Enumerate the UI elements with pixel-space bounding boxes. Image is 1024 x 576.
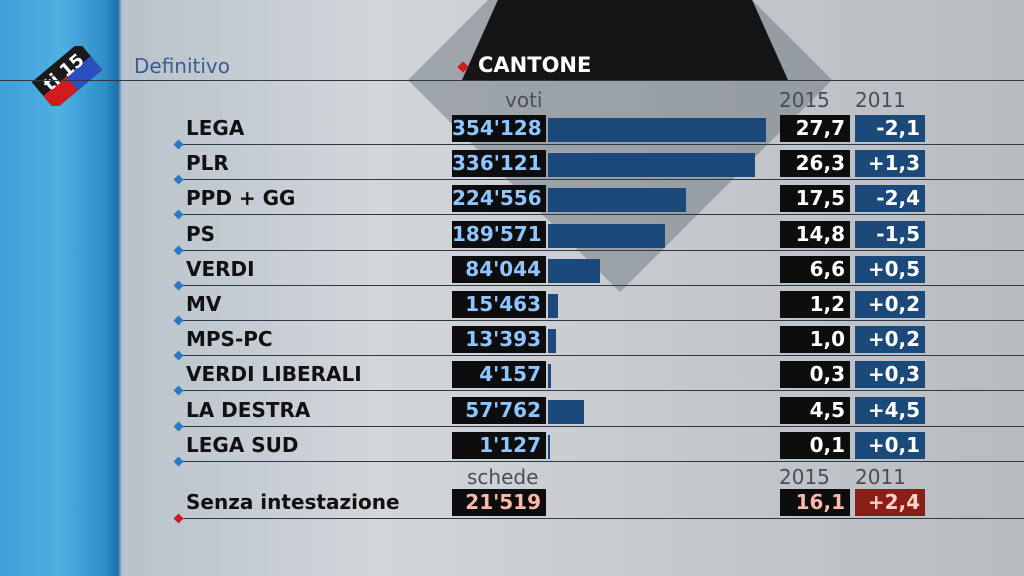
row-divider (176, 214, 1024, 216)
row-marker-icon (173, 513, 184, 524)
row-votes: 1'127 (452, 431, 546, 459)
row-votes: 336'121 (452, 150, 546, 178)
row-name: PS (186, 221, 216, 246)
table-row: PPD + GG 224'556 17,5 -2,4 (0, 182, 1024, 220)
row-divider (176, 144, 1024, 145)
table-row: PLR 336'121 26,3 +1,3 (0, 147, 1024, 185)
row-pct: 6,6 (780, 255, 850, 283)
row-divider (176, 355, 1024, 357)
row-diff: +0,2 (855, 291, 925, 318)
row-votes: 15'463 (452, 291, 546, 318)
row-diff: +0,5 (855, 255, 925, 283)
row-pct: 16,1 (780, 489, 850, 516)
status-label: Definitivo (134, 54, 231, 78)
row-diff: +0,3 (855, 361, 925, 389)
row-divider (176, 284, 1024, 286)
row-pct: 1,2 (780, 291, 850, 318)
vote-bar (548, 118, 766, 142)
table-row: MPS-PC 13'393 1,0 +0,2 (0, 323, 1024, 361)
row-name: MPS-PC (186, 327, 273, 352)
vote-bar (548, 153, 755, 178)
row-votes: 189'571 (452, 220, 546, 248)
vote-bar (548, 364, 551, 389)
header-divider (0, 80, 1024, 81)
row-name: LA DESTRA (186, 397, 311, 422)
row-name: PLR (186, 151, 229, 176)
row-votes: 4'157 (452, 361, 546, 389)
row-votes: 57'762 (452, 396, 546, 424)
vote-bar (548, 399, 584, 424)
row-pct: 0,3 (780, 361, 850, 389)
votes-column-header: voti (505, 88, 543, 112)
ti-logo-icon: ti 15 (31, 46, 103, 106)
title-banner (462, 0, 788, 80)
table-row-blank: Senza intestazione 21'519 16,1 +2,4 (0, 486, 1024, 524)
row-divider (176, 460, 1024, 462)
row-votes: 13'393 (452, 326, 546, 354)
row-name: MV (186, 292, 222, 316)
row-diff: +4,5 (855, 396, 925, 424)
row-diff: +0,2 (855, 326, 925, 354)
row-divider (176, 425, 1024, 427)
table-row: LEGA SUD 1'127 0,1 +0,1 (0, 429, 1024, 467)
page-title: CANTONE (478, 53, 592, 77)
row-votes: 224'556 (452, 185, 546, 213)
vote-bar (548, 223, 665, 248)
row-name: VERDI LIBERALI (186, 362, 362, 387)
row-divider (176, 179, 1024, 181)
row-votes: 354'128 (452, 115, 546, 142)
row-pct: 1,0 (780, 326, 850, 354)
row-pct: 17,5 (780, 185, 850, 213)
row-votes: 84'044 (452, 255, 546, 283)
row-diff: +2,4 (855, 489, 925, 516)
year-2011-header: 2011 (855, 88, 906, 112)
vote-bar (548, 258, 600, 283)
year-2015-header-2: 2015 (779, 465, 830, 489)
year-2015-header: 2015 (779, 88, 830, 112)
row-name: VERDI (186, 256, 255, 281)
row-pct: 4,5 (780, 396, 850, 424)
row-name: LEGA SUD (186, 432, 299, 457)
row-pct: 0,1 (780, 431, 850, 459)
row-divider (176, 390, 1024, 392)
row-votes: 21'519 (452, 489, 546, 516)
row-divider (176, 249, 1024, 251)
row-marker-icon (173, 456, 184, 467)
row-diff: -2,4 (855, 185, 925, 213)
row-name: LEGA (186, 116, 245, 140)
vote-bar (548, 434, 550, 459)
row-pct: 14,8 (780, 220, 850, 248)
table-row: VERDI LIBERALI 4'157 0,3 +0,3 (0, 358, 1024, 396)
ballots-column-header: schede (467, 465, 539, 489)
table-row: PS 189'571 14,8 -1,5 (0, 218, 1024, 256)
vote-bar (548, 188, 686, 213)
row-pct: 26,3 (780, 150, 850, 178)
table-row: MV 15'463 1,2 +0,2 (0, 288, 1024, 326)
row-name: PPD + GG (186, 186, 296, 211)
row-divider (176, 518, 1024, 519)
vote-bar (548, 294, 558, 318)
table-row: LEGA 354'128 27,7 -2,1 (0, 112, 1024, 150)
row-pct: 27,7 (780, 115, 850, 142)
row-diff: -1,5 (855, 220, 925, 248)
row-diff: +0,1 (855, 431, 925, 459)
table-row: VERDI 84'044 6,6 +0,5 (0, 253, 1024, 291)
row-name: Senza intestazione (186, 490, 400, 514)
row-diff: -2,1 (855, 115, 925, 142)
row-diff: +1,3 (855, 150, 925, 178)
year-2011-header-2: 2011 (855, 465, 906, 489)
vote-bar (548, 329, 556, 354)
row-divider (176, 320, 1024, 321)
table-row: LA DESTRA 57'762 4,5 +4,5 (0, 394, 1024, 432)
